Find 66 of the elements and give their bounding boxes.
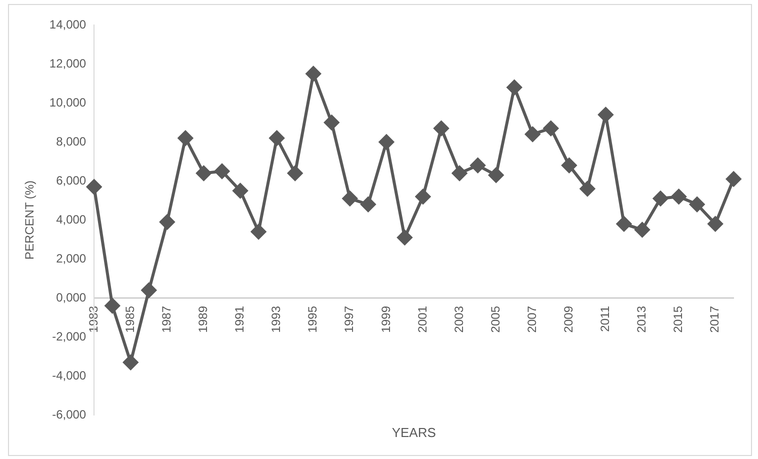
x-tick-label: 2013 [634, 306, 649, 333]
point [123, 354, 138, 370]
y-tick-label: 8,000 [56, 134, 86, 148]
point [104, 298, 120, 314]
x-tick-label: 2005 [488, 306, 502, 333]
point [726, 172, 742, 187]
point [415, 189, 430, 204]
x-axis-title: YEARS [392, 425, 436, 440]
point [580, 181, 595, 196]
y-tick-label: 14,000 [49, 17, 86, 32]
x-tick-label: 1997 [342, 306, 356, 333]
x-tick-label: 2001 [415, 306, 430, 333]
point [324, 115, 340, 130]
y-tick-label: 0,000 [56, 290, 86, 304]
y-tick-label: -2,000 [52, 329, 86, 344]
point [690, 196, 705, 212]
x-tick-label: 1985 [122, 306, 137, 333]
x-tick-label: 1987 [160, 306, 174, 333]
point [434, 120, 449, 136]
x-tick-label: 2011 [598, 306, 612, 332]
point [360, 196, 376, 212]
point [708, 216, 723, 232]
point [288, 166, 303, 181]
x-tick-label: 1991 [232, 306, 247, 333]
x-tick-label: 1999 [378, 306, 393, 333]
point [141, 282, 156, 298]
point [452, 166, 468, 181]
point [251, 224, 266, 240]
y-tick-label: 2,000 [56, 251, 86, 266]
point [470, 158, 486, 173]
y-axis-title: PERCENT (%) [22, 180, 37, 260]
x-tick-label: 1993 [269, 306, 284, 333]
point [306, 66, 321, 82]
point [178, 130, 193, 146]
y-tick-label: 10,000 [49, 95, 86, 110]
point [562, 158, 577, 173]
point [543, 120, 558, 136]
point [160, 214, 175, 230]
point [196, 166, 212, 181]
y-tick-label: 4,000 [56, 212, 86, 226]
point [397, 230, 412, 246]
y-tick-label: -6,000 [52, 407, 86, 422]
point [525, 126, 540, 142]
x-tick-label: 2007 [524, 306, 539, 333]
point [506, 80, 522, 95]
point [616, 216, 632, 232]
point [653, 191, 668, 206]
point [342, 191, 358, 206]
x-tick-label: 1989 [196, 306, 210, 333]
point [488, 168, 504, 183]
x-tick-label: 1995 [306, 306, 320, 333]
point [378, 134, 394, 150]
x-tick-label: 2015 [671, 306, 686, 333]
point [214, 164, 230, 179]
y-tick-label: 6,000 [56, 173, 86, 188]
point [634, 222, 650, 238]
point [671, 189, 686, 204]
point [232, 183, 248, 198]
x-tick-label: 2003 [452, 306, 466, 333]
y-tick-label: -4,000 [52, 368, 86, 382]
x-tick-label: 2009 [561, 306, 576, 333]
y-tick-label: 12,000 [49, 56, 86, 70]
point [86, 179, 102, 194]
point [269, 130, 284, 146]
x-tick-label: 2017 [708, 306, 722, 333]
point [598, 107, 614, 122]
